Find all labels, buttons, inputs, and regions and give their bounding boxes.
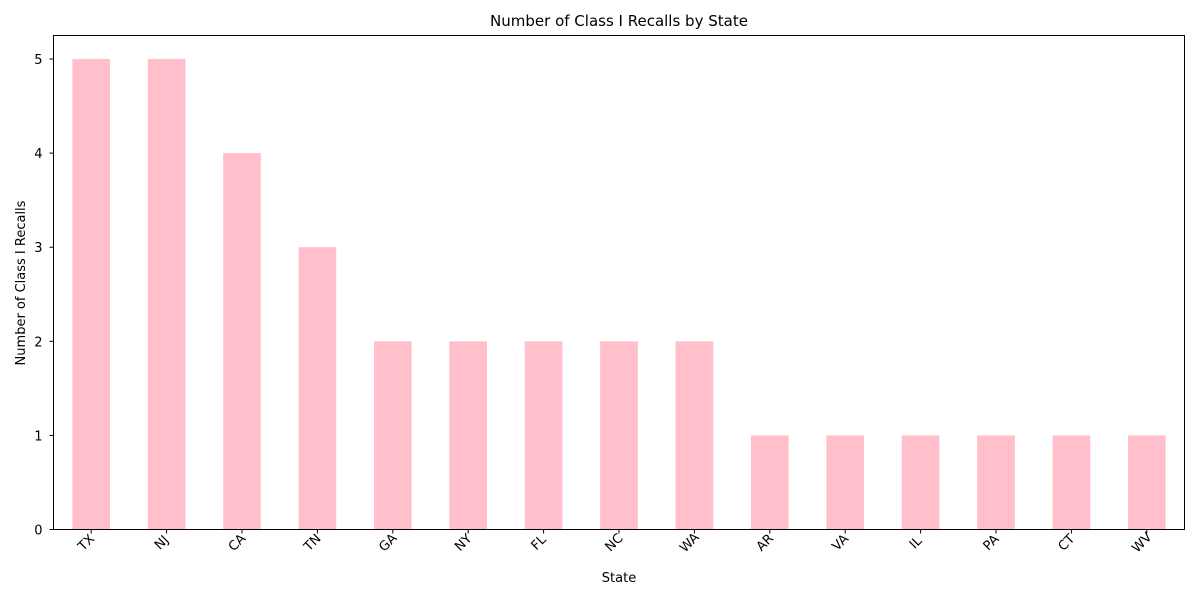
bar-ar (750, 435, 789, 530)
x-tick-label: CA (226, 531, 249, 554)
bar-ny (449, 341, 488, 530)
x-tick-label: FL (529, 532, 551, 554)
y-tick-label: 0 (34, 524, 42, 539)
x-tick-label: IL (907, 533, 926, 552)
bar-ca (223, 153, 261, 530)
y-tick-label: 4 (34, 147, 42, 162)
bar-ga (373, 341, 412, 530)
bar-wv (1127, 435, 1166, 530)
x-tick-label: NY (452, 531, 475, 554)
y-tick-label: 1 (34, 429, 42, 444)
y-tick-label: 3 (34, 241, 42, 256)
bar-tn (298, 247, 337, 530)
bar-pa (977, 435, 1015, 530)
bar-wa (675, 341, 714, 530)
bar-nj (147, 59, 186, 530)
x-tick-label: AR (754, 531, 777, 554)
y-tick-label: 5 (34, 53, 42, 68)
x-tick-label: WA (677, 530, 703, 556)
bar-il (901, 435, 940, 530)
x-tick-label: NJ (152, 533, 172, 553)
chart-title: Number of Class I Recalls by State (490, 12, 748, 30)
y-axis-label: Number of Class I Recalls (14, 200, 29, 365)
bar-fl (524, 341, 563, 530)
x-tick-label: CT (1056, 532, 1079, 555)
y-axis: 0 1 2 3 4 5 (34, 53, 54, 539)
bar-ct (1052, 435, 1091, 530)
y-tick-label: 2 (34, 335, 42, 350)
x-tick-label: TN (301, 531, 325, 555)
x-axis: TX NJ CA TN GA NY FL NC WA AR VA IL PA CT WV (75, 529, 1155, 556)
bars (72, 59, 1166, 530)
x-tick-label: WV (1129, 530, 1155, 556)
bar-tx (72, 59, 111, 530)
plot-frame (53, 35, 1185, 530)
x-tick-label: NC (603, 531, 627, 555)
bar-nc (600, 341, 638, 530)
x-tick-label: TX (75, 532, 98, 555)
x-tick-label: GA (376, 531, 400, 555)
bar-va (826, 435, 865, 530)
x-tick-label: VA (829, 532, 852, 555)
x-axis-label: State (602, 571, 636, 586)
x-tick-label: PA (981, 532, 1003, 554)
